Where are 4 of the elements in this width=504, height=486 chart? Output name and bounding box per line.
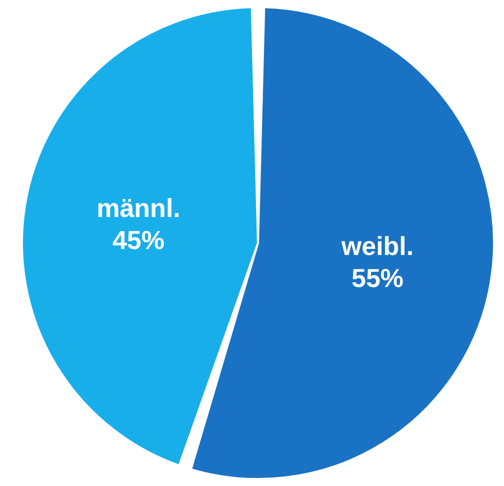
data-label: 45%	[112, 225, 165, 256]
data-label: 55%	[351, 262, 404, 293]
slice-label: weibl.	[340, 230, 414, 261]
slice-label: männl.	[96, 193, 180, 224]
